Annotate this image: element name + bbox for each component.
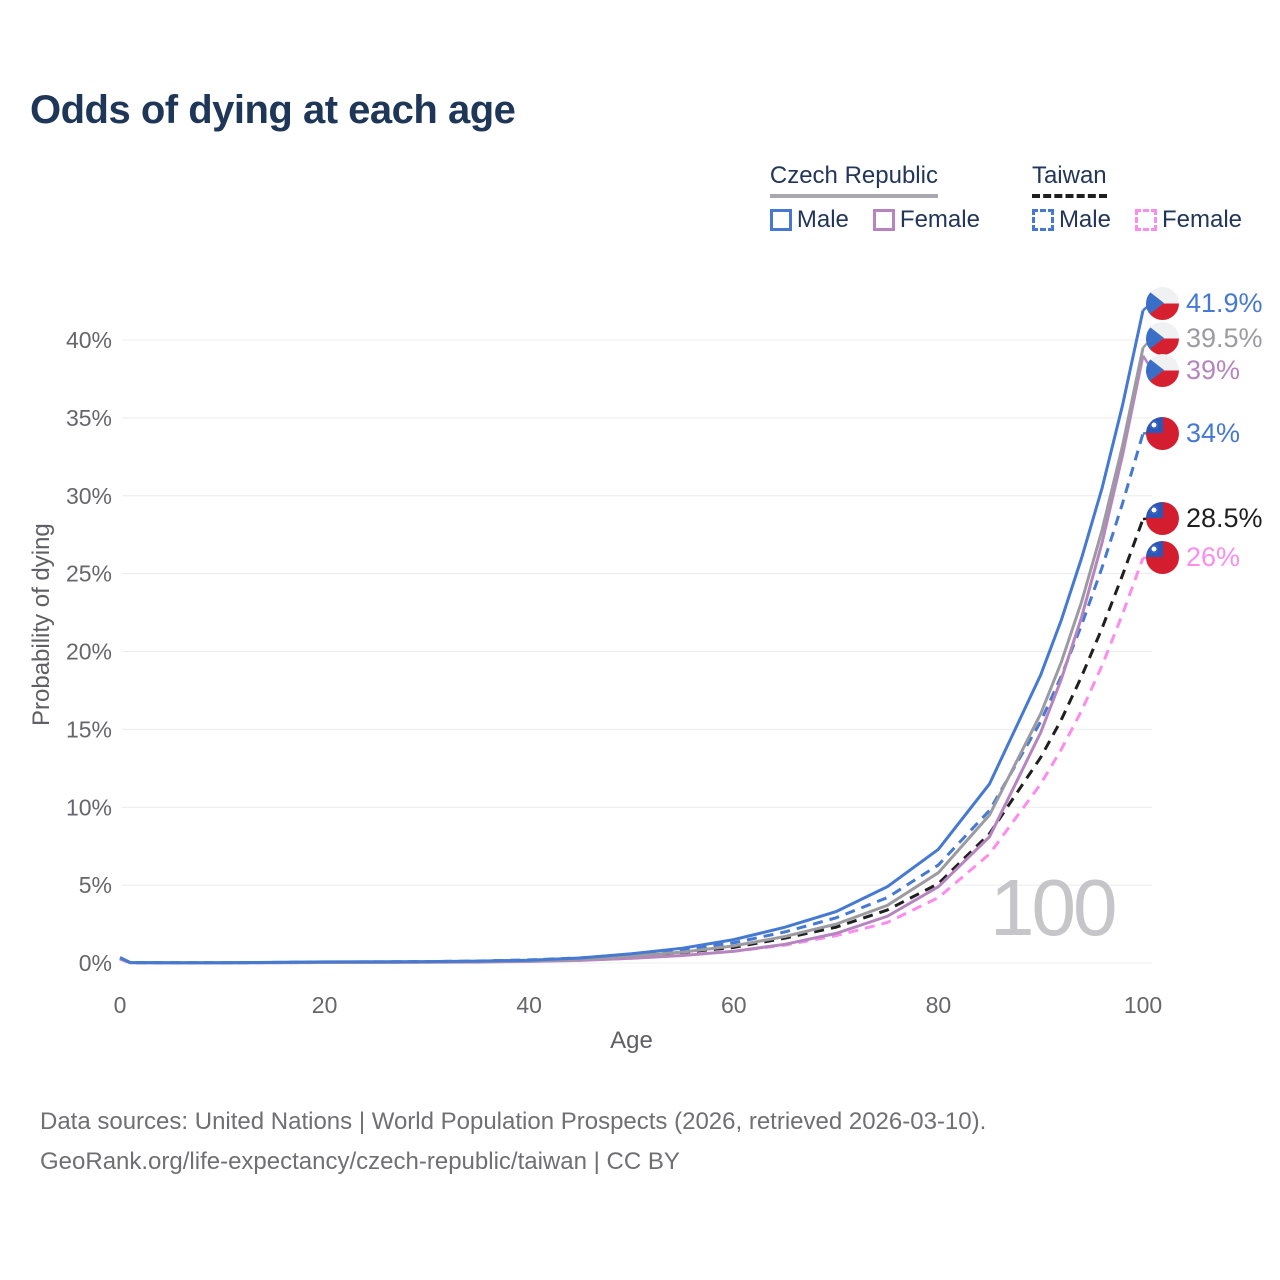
end-label-tw-male: 34% xyxy=(1146,416,1240,450)
legend-label-tw-male: Male xyxy=(1058,206,1111,233)
legend-label-cz-male: Male xyxy=(796,206,849,233)
legend-label-cz-female: Female xyxy=(899,206,980,233)
taiwan-flag-icon xyxy=(1146,540,1179,574)
end-value-cz-male: 41.9% xyxy=(1186,287,1263,318)
czech-flag-icon xyxy=(1146,353,1179,387)
legend-group-title-tw[interactable]: Taiwan xyxy=(1031,162,1107,198)
czech-flag-icon xyxy=(1146,321,1179,355)
end-label-cz-female: 39% xyxy=(1146,353,1240,387)
y-tick-label: 30% xyxy=(66,483,112,509)
legend-label-tw-female: Female xyxy=(1161,206,1242,233)
legend-group-title-cz[interactable]: Czech Republic xyxy=(769,162,938,198)
taiwan-flag-icon xyxy=(1146,416,1179,450)
legend-items-tw: Male Female xyxy=(1031,206,1242,234)
legend-group-taiwan: Taiwan Male Female xyxy=(1031,162,1242,234)
y-tick-label: 40% xyxy=(66,327,112,353)
page-title: Odds of dying at each age xyxy=(30,88,516,132)
end-value-cz-female: 39% xyxy=(1186,354,1241,385)
czech-flag-icon xyxy=(1146,286,1179,320)
legend-item-tw-female[interactable]: Female xyxy=(1134,206,1242,234)
series-line-cz-male[interactable] xyxy=(119,310,1145,965)
legend-swatch-cz-male xyxy=(769,209,792,231)
legend-swatch-tw-male xyxy=(1031,209,1054,231)
y-tick-label: 5% xyxy=(79,872,112,898)
y-tick-label: 25% xyxy=(66,561,112,587)
y-axis-label: Probability of dying xyxy=(28,523,55,727)
end-value-tw-male: 34% xyxy=(1186,417,1241,448)
y-tick-label: 15% xyxy=(66,716,112,742)
end-label-tw-both: 28.5% xyxy=(1146,501,1263,535)
end-value-cz-both: 39.5% xyxy=(1186,322,1263,353)
legend-swatch-tw-female xyxy=(1134,209,1157,231)
x-tick-label: 40 xyxy=(516,992,542,1018)
legend-group-czech-republic: Czech Republic Male Female xyxy=(769,162,980,234)
end-label-cz-both: 39.5% xyxy=(1146,321,1263,355)
legend-item-cz-male[interactable]: Male xyxy=(769,206,849,234)
y-tick-label: 10% xyxy=(66,794,112,820)
end-label-cz-male: 41.9% xyxy=(1146,286,1263,320)
y-tick-label: 20% xyxy=(66,639,112,665)
x-tick-label: 80 xyxy=(926,992,952,1018)
end-label-tw-female: 26% xyxy=(1146,540,1240,574)
legend-swatch-cz-female xyxy=(872,209,895,231)
legend-item-tw-male[interactable]: Male xyxy=(1031,206,1111,234)
x-axis-label: Age xyxy=(610,1027,653,1054)
end-value-tw-both: 28.5% xyxy=(1186,502,1263,533)
x-tick-label: 100 xyxy=(1124,992,1162,1018)
x-tick-label: 60 xyxy=(721,992,747,1018)
age-watermark: 100 xyxy=(990,863,1117,952)
legend-items-cz: Male Female xyxy=(769,206,980,234)
x-tick-label: 0 xyxy=(114,992,127,1018)
legend: Czech Republic Male Female Taiwan Male xyxy=(769,162,1242,234)
end-value-tw-female: 26% xyxy=(1186,541,1241,572)
y-tick-label: 0% xyxy=(79,950,112,976)
data-sources-text: Data sources: United Nations | World Pop… xyxy=(40,1108,987,1135)
taiwan-flag-icon xyxy=(1146,501,1179,535)
attribution-link[interactable]: GeoRank.org/life-expectancy/czech-republ… xyxy=(40,1148,680,1175)
legend-item-cz-female[interactable]: Female xyxy=(872,206,980,234)
x-tick-label: 20 xyxy=(312,992,338,1018)
y-tick-label: 35% xyxy=(66,405,112,431)
